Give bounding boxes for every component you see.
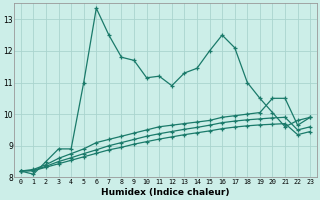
X-axis label: Humidex (Indice chaleur): Humidex (Indice chaleur) [101, 188, 230, 197]
